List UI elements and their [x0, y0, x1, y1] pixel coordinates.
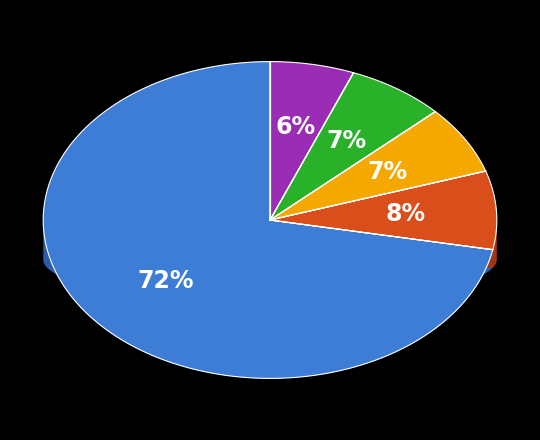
Polygon shape — [270, 220, 493, 268]
Polygon shape — [270, 73, 435, 220]
Polygon shape — [270, 220, 493, 268]
Polygon shape — [270, 171, 497, 249]
Text: 6%: 6% — [275, 115, 315, 139]
Text: 7%: 7% — [326, 129, 367, 154]
Polygon shape — [493, 220, 497, 268]
Text: 8%: 8% — [386, 202, 426, 226]
Polygon shape — [270, 62, 354, 220]
Text: 72%: 72% — [137, 268, 193, 293]
Polygon shape — [270, 112, 485, 220]
Polygon shape — [43, 223, 493, 378]
Polygon shape — [43, 62, 493, 378]
Text: 7%: 7% — [367, 160, 407, 183]
